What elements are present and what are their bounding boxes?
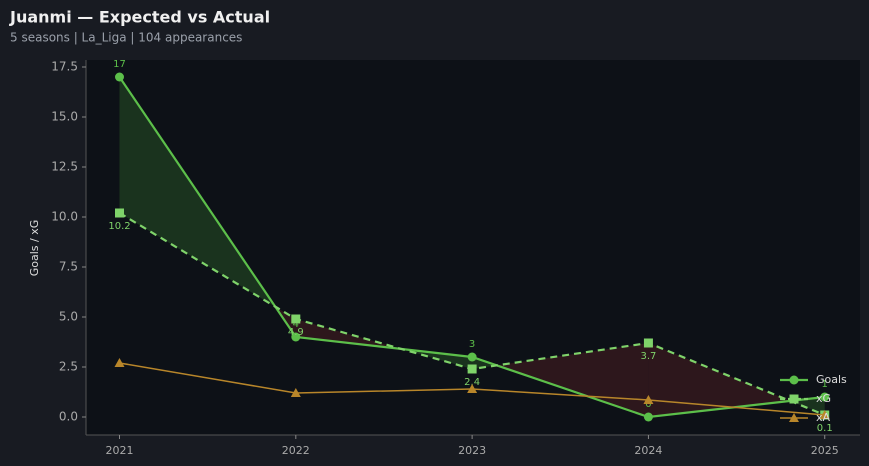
y-tick-label: 15.0 — [51, 110, 78, 124]
x-tick-label: 2023 — [458, 444, 486, 457]
data-label: 17 — [113, 59, 126, 70]
chart-subtitle: 5 seasons | La_Liga | 104 appearances — [10, 31, 242, 45]
data-point — [467, 364, 477, 374]
data-label: 0 — [645, 399, 651, 410]
y-tick-label: 10.0 — [51, 210, 78, 224]
data-label: 1 — [822, 379, 828, 390]
legend-marker — [789, 375, 799, 385]
data-label: 4.9 — [288, 327, 304, 338]
data-point — [643, 395, 654, 404]
y-tick-label: 2.5 — [59, 360, 78, 374]
chart-title: Juanmi — Expected vs Actual — [9, 8, 270, 27]
data-label: 2.4 — [464, 377, 480, 388]
x-tick-label: 2021 — [105, 444, 133, 457]
legend-label: Goals — [816, 373, 847, 386]
legend-marker — [789, 413, 799, 422]
data-point — [820, 392, 830, 402]
data-point — [467, 352, 477, 362]
diff-area — [496, 343, 649, 417]
legend-marker — [789, 394, 799, 404]
data-label: 3.7 — [640, 351, 656, 362]
data-point — [291, 332, 301, 342]
data-point — [467, 384, 478, 393]
y-tick-label: 7.5 — [59, 260, 78, 274]
data-label: 0.1 — [817, 423, 833, 434]
data-point — [291, 314, 301, 324]
diff-area — [648, 343, 791, 417]
x-tick-label: 2024 — [634, 444, 662, 457]
x-tick-label: 2022 — [282, 444, 310, 457]
y-tick-label: 12.5 — [51, 160, 78, 174]
y-tick-label: 17.5 — [51, 60, 78, 74]
legend-label: xG — [816, 392, 831, 405]
y-tick-label: 5.0 — [59, 310, 78, 324]
data-point — [114, 358, 125, 367]
y-tick-label: 0.0 — [59, 410, 78, 424]
legend-label: xA — [816, 411, 831, 424]
y-axis-label: Goals / xG — [28, 220, 41, 277]
data-label: 3 — [469, 339, 475, 350]
data-point — [643, 412, 653, 422]
data-point — [114, 72, 124, 82]
data-label: 10.2 — [108, 221, 130, 232]
data-point — [114, 208, 124, 218]
x-tick-label: 2025 — [811, 444, 839, 457]
data-point — [290, 388, 301, 397]
data-point — [643, 338, 653, 348]
data-point — [819, 410, 830, 419]
data-label: 4 — [293, 319, 299, 330]
